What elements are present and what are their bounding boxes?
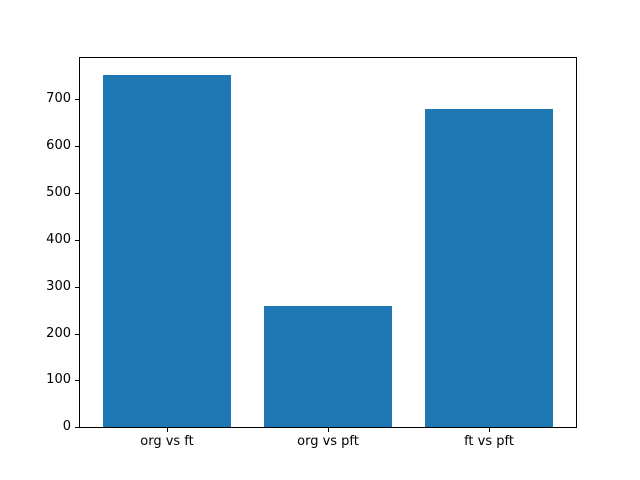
x-axis-tick-label-org-vs-ft: org vs ft bbox=[140, 434, 194, 450]
x-axis-tick bbox=[328, 428, 329, 433]
y-axis-tick-label: 600 bbox=[46, 138, 71, 153]
y-axis-tick-label: 500 bbox=[46, 184, 71, 200]
x-axis-tick-label-org-vs-pft: org vs pft bbox=[297, 434, 359, 450]
y-axis-tick-label: 700 bbox=[46, 91, 71, 107]
y-axis-tick-label: 400 bbox=[46, 231, 71, 247]
y-axis-tick bbox=[75, 427, 79, 429]
x-axis-tick bbox=[167, 428, 168, 433]
y-axis-tick bbox=[75, 333, 79, 335]
y-axis-tick bbox=[75, 146, 79, 147]
bar-ft-vs-pft bbox=[424, 108, 554, 428]
x-axis-tick-label-ft-vs-pft: ft vs pft bbox=[464, 434, 514, 450]
bar-org-vs-pft bbox=[263, 306, 393, 428]
y-axis-tick-label: 0 bbox=[62, 419, 71, 435]
y-axis-tick-label: 100 bbox=[46, 372, 71, 388]
y-axis-tick-label: 300 bbox=[46, 278, 71, 294]
y-axis-tick bbox=[75, 99, 79, 101]
x-axis-tick bbox=[489, 428, 490, 433]
bar-org-vs-ft bbox=[102, 75, 232, 428]
y-axis-tick bbox=[75, 192, 79, 194]
y-axis-tick bbox=[75, 286, 79, 288]
y-axis-tick bbox=[75, 239, 79, 241]
y-axis-tick-label: 200 bbox=[46, 325, 71, 341]
y-axis-tick bbox=[75, 380, 79, 382]
